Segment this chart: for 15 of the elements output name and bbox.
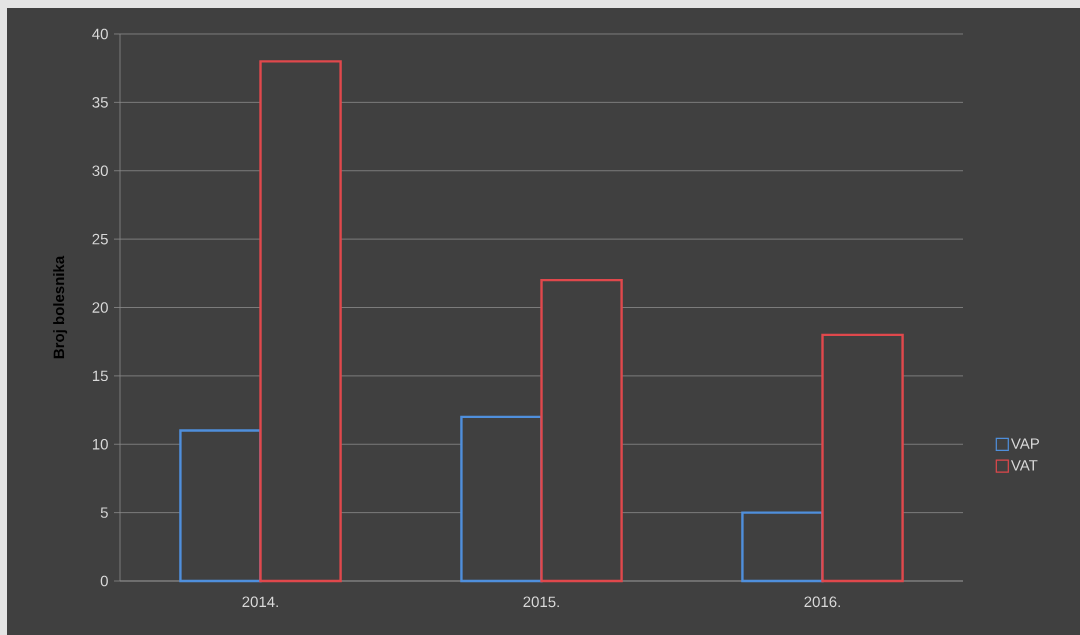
y-axis-title: Broj bolesnika [53, 255, 68, 359]
x-tick-label: 2016. [804, 596, 840, 608]
y-tick-label: 10 [92, 438, 108, 450]
y-tick-label: 35 [92, 97, 108, 108]
legend-label: VAP [1010, 438, 1040, 449]
y-tick-label: 15 [92, 370, 108, 382]
y-tick-label: 40 [92, 28, 108, 40]
legend-label: VAT [1010, 460, 1038, 471]
y-tick-label: 20 [92, 302, 108, 313]
x-tick-label: 2015. [523, 596, 559, 608]
y-tick-label: 0 [100, 575, 108, 587]
y-tick-label: 5 [100, 507, 108, 518]
x-tick-label: 2014. [242, 596, 278, 608]
y-tick-label: 25 [92, 233, 108, 245]
y-tick-label: 30 [92, 165, 108, 177]
